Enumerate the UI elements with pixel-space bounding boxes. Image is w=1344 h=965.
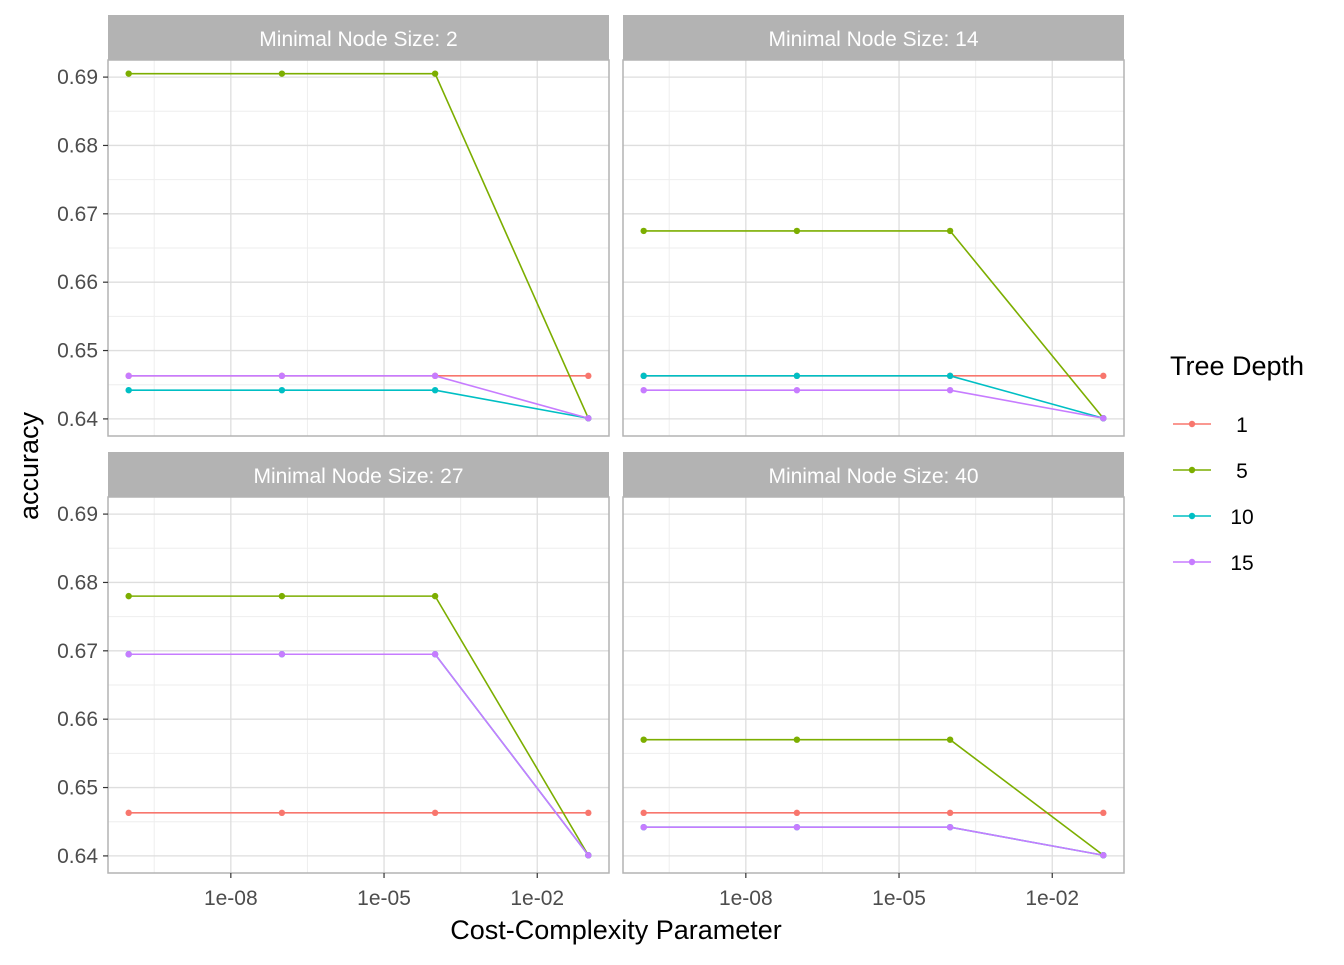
x-tick-label: 1e-08 bbox=[719, 887, 773, 910]
data-point-depth-5 bbox=[640, 227, 647, 235]
y-tick-label: 0.67 bbox=[57, 640, 98, 663]
facet-strip bbox=[108, 15, 609, 60]
x-tick-label: 1e-05 bbox=[357, 887, 411, 910]
data-point-depth-15 bbox=[278, 372, 286, 380]
data-point-depth-15 bbox=[125, 651, 132, 658]
legend-label: 10 bbox=[1230, 506, 1253, 529]
data-point-depth-15 bbox=[946, 823, 954, 831]
x-axis-title: Cost-Complexity Parameter bbox=[450, 915, 782, 945]
data-point-depth-15 bbox=[946, 386, 954, 394]
series-line-depth-15 bbox=[128, 375, 589, 420]
facet-strip-label: Minimal Node Size: 40 bbox=[768, 465, 978, 488]
facet-strip bbox=[108, 452, 609, 497]
panel-border bbox=[107, 496, 610, 874]
series-line-depth-15 bbox=[643, 826, 1104, 857]
legend-key-point bbox=[1188, 558, 1196, 566]
x-tick-label: 1e-05 bbox=[872, 887, 926, 910]
data-point-depth-15 bbox=[793, 386, 801, 394]
data-point-depth-1 bbox=[585, 809, 592, 817]
data-point-depth-10 bbox=[278, 386, 286, 394]
series-line-depth-15 bbox=[643, 389, 1104, 420]
y-tick-label: 0.66 bbox=[57, 271, 98, 294]
data-point-depth-5 bbox=[793, 227, 801, 235]
data-point-depth-15 bbox=[640, 386, 647, 394]
legend-key-point bbox=[1188, 420, 1196, 428]
data-point-depth-15 bbox=[278, 651, 286, 658]
data-point-depth-1 bbox=[278, 809, 286, 817]
legend-label: 1 bbox=[1236, 414, 1248, 437]
data-point-depth-5 bbox=[278, 592, 286, 600]
y-tick-label: 0.65 bbox=[57, 777, 98, 800]
series-line-depth-5 bbox=[128, 595, 590, 856]
data-point-depth-5 bbox=[431, 70, 439, 77]
data-point-depth-15 bbox=[1100, 852, 1107, 859]
data-point-depth-1 bbox=[793, 809, 801, 817]
y-tick-label: 0.68 bbox=[57, 571, 98, 594]
y-tick-label: 0.67 bbox=[57, 203, 98, 226]
data-point-depth-5 bbox=[793, 736, 801, 743]
panel-border bbox=[622, 496, 1125, 874]
data-point-depth-1 bbox=[640, 809, 647, 817]
series-line-depth-15 bbox=[128, 653, 589, 856]
series-line-depth-10 bbox=[643, 826, 1104, 857]
y-tick-label: 0.65 bbox=[57, 340, 98, 363]
facet-strip bbox=[623, 452, 1124, 497]
y-tick-label: 0.66 bbox=[57, 708, 98, 731]
data-point-depth-15 bbox=[585, 415, 592, 422]
legend-label: 5 bbox=[1236, 460, 1248, 483]
data-point-depth-5 bbox=[946, 736, 954, 743]
legend-key-point bbox=[1188, 466, 1196, 474]
data-point-depth-5 bbox=[640, 736, 647, 743]
data-point-depth-10 bbox=[946, 372, 954, 380]
data-point-depth-5 bbox=[946, 227, 954, 235]
data-point-depth-1 bbox=[585, 372, 592, 380]
y-axis-title: accuracy bbox=[14, 411, 44, 520]
data-point-depth-15 bbox=[431, 651, 439, 658]
series-line-depth-10 bbox=[643, 375, 1104, 420]
y-tick-label: 0.69 bbox=[57, 66, 98, 89]
panel-border bbox=[622, 59, 1125, 437]
legend-title: Tree Depth bbox=[1170, 351, 1304, 381]
panel-border bbox=[107, 59, 610, 437]
data-point-depth-10 bbox=[640, 372, 647, 380]
data-point-depth-15 bbox=[125, 372, 132, 380]
y-tick-label: 0.68 bbox=[57, 134, 98, 157]
data-point-depth-1 bbox=[125, 809, 132, 817]
facet-strip-label: Minimal Node Size: 2 bbox=[259, 28, 457, 51]
data-point-depth-1 bbox=[1100, 372, 1107, 380]
x-tick-label: 1e-08 bbox=[204, 887, 258, 910]
data-point-depth-5 bbox=[125, 592, 132, 600]
facet-strip-label: Minimal Node Size: 14 bbox=[768, 28, 978, 51]
y-tick-label: 0.64 bbox=[57, 408, 98, 431]
x-tick-label: 1e-02 bbox=[1025, 887, 1079, 910]
data-point-depth-15 bbox=[585, 852, 592, 859]
data-point-depth-1 bbox=[431, 809, 439, 817]
data-point-depth-5 bbox=[278, 70, 286, 77]
data-point-depth-10 bbox=[125, 386, 132, 394]
data-point-depth-10 bbox=[431, 386, 439, 394]
x-tick-label: 1e-02 bbox=[510, 887, 564, 910]
data-point-depth-5 bbox=[431, 592, 439, 600]
y-tick-label: 0.69 bbox=[57, 503, 98, 526]
series-line-depth-10 bbox=[128, 653, 589, 856]
series-line-depth-5 bbox=[643, 738, 1104, 856]
legend-label: 15 bbox=[1230, 552, 1253, 575]
series-line-depth-5 bbox=[128, 72, 590, 419]
y-tick-label: 0.64 bbox=[57, 845, 98, 868]
facet-strip-label: Minimal Node Size: 27 bbox=[253, 465, 463, 488]
data-point-depth-1 bbox=[1100, 809, 1107, 817]
data-point-depth-10 bbox=[793, 372, 801, 380]
data-point-depth-5 bbox=[125, 70, 132, 77]
series-line-depth-5 bbox=[643, 230, 1104, 419]
data-point-depth-1 bbox=[946, 809, 954, 817]
data-point-depth-15 bbox=[1100, 415, 1107, 422]
data-point-depth-15 bbox=[793, 823, 801, 831]
series-line-depth-10 bbox=[128, 389, 589, 420]
data-point-depth-15 bbox=[431, 372, 439, 380]
data-point-depth-15 bbox=[640, 823, 647, 831]
facet-strip bbox=[623, 15, 1124, 60]
legend-key-point bbox=[1188, 512, 1196, 520]
